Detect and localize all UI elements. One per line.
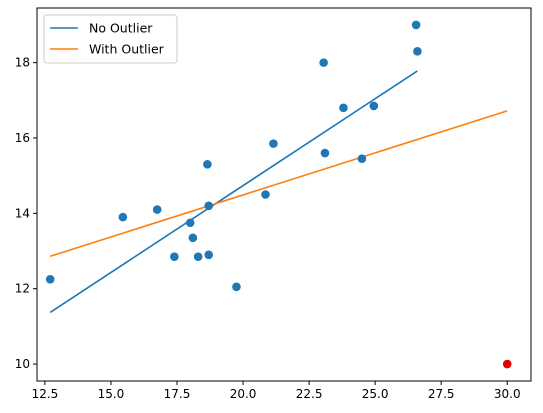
x-tick-label: 20.0 xyxy=(230,387,257,401)
y-tick-label: 12 xyxy=(15,282,30,296)
data-point xyxy=(269,139,278,148)
data-point xyxy=(185,218,195,228)
x-tick-label: 22.5 xyxy=(296,387,323,401)
regression-line-no-outlier xyxy=(49,70,418,314)
data-point xyxy=(369,101,379,111)
x-tick-label: 15.0 xyxy=(98,387,125,401)
data-point xyxy=(319,58,328,67)
y-axis: 10 12 14 16 18 xyxy=(15,56,37,371)
data-point xyxy=(193,252,203,261)
outlier-point xyxy=(502,359,512,369)
x-tick-label: 30.0 xyxy=(494,387,521,401)
data-point xyxy=(232,282,241,292)
data-point xyxy=(204,201,214,211)
chart-marks xyxy=(45,20,512,369)
data-point xyxy=(203,160,212,169)
data-point xyxy=(45,274,55,284)
data-point xyxy=(170,252,179,261)
x-tick-label: 17.5 xyxy=(164,387,191,401)
data-point xyxy=(188,233,198,243)
data-point xyxy=(413,47,422,56)
x-tick-label: 12.5 xyxy=(32,387,59,401)
data-point xyxy=(411,20,421,30)
regression-line-with-outlier xyxy=(49,110,508,258)
y-tick-label: 14 xyxy=(15,206,30,220)
data-point xyxy=(118,212,128,222)
data-point xyxy=(357,154,367,164)
legend: No Outlier With Outlier xyxy=(43,14,178,64)
x-tick-label: 27.5 xyxy=(428,387,455,401)
legend-label-with-outlier: With Outlier xyxy=(89,42,165,57)
data-point xyxy=(261,190,270,199)
data-point xyxy=(339,103,348,113)
y-tick-label: 16 xyxy=(15,131,30,145)
legend-box xyxy=(43,14,178,64)
y-tick-label: 18 xyxy=(15,56,30,70)
legend-label-no-outlier: No Outlier xyxy=(89,21,153,36)
data-point xyxy=(152,205,162,214)
x-tick-label: 25.0 xyxy=(362,387,389,401)
y-tick-label: 10 xyxy=(15,357,30,371)
data-point xyxy=(320,148,330,158)
axes-frame xyxy=(36,7,532,382)
data-point xyxy=(204,250,214,260)
x-axis: 12.5 15.0 17.5 20.0 22.5 25.0 27.5 30.0 xyxy=(32,381,521,401)
